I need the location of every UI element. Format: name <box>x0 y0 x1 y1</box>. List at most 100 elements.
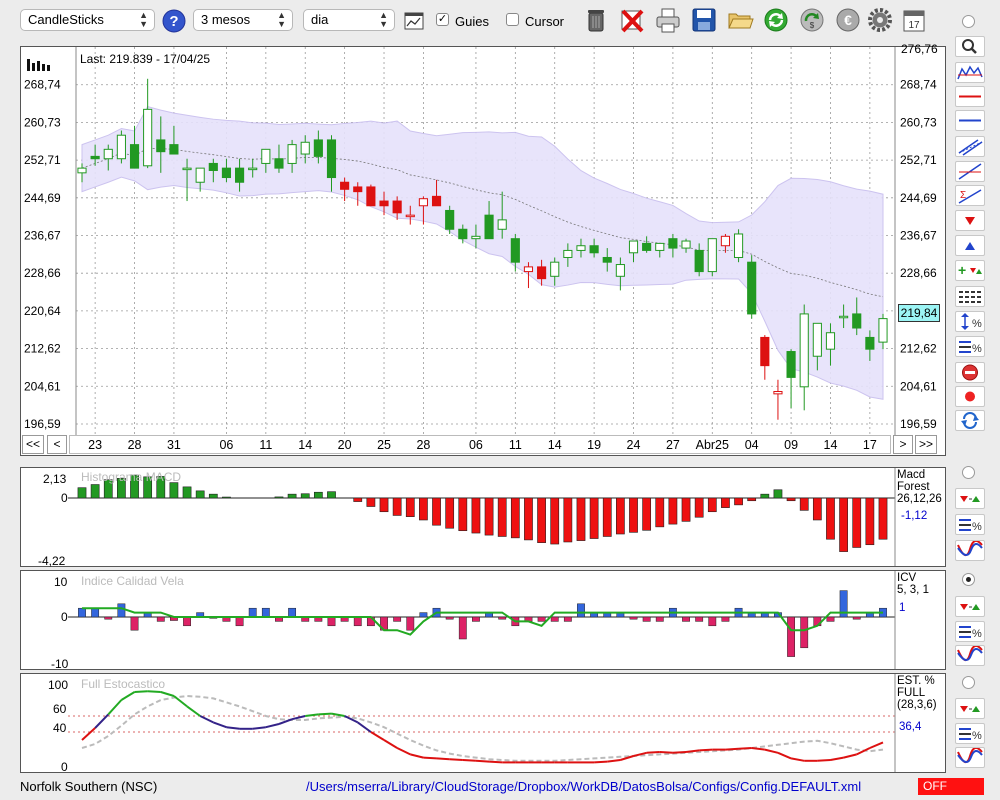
gear-icon[interactable] <box>866 6 894 34</box>
icv-lines-button[interactable]: % <box>955 621 985 642</box>
swap-button[interactable] <box>955 410 985 431</box>
grid-lines-button[interactable] <box>955 286 985 307</box>
stoch-curve-button[interactable] <box>955 746 985 768</box>
stochastic-panel[interactable]: Full Estocastico 100 60 40 0 EST. % FULL… <box>20 673 946 774</box>
icv-bar <box>563 616 572 622</box>
icv-bar <box>458 616 467 640</box>
icv-curve-button[interactable] <box>955 644 985 666</box>
chevron-updown-icon: ▲ ▼ <box>379 10 388 29</box>
candle-body <box>300 141 310 155</box>
chart-type-select[interactable]: CandleSticks ▲ ▼ <box>20 9 155 31</box>
delete-chart-icon[interactable] <box>618 6 646 34</box>
macd-lines-button[interactable]: % <box>955 514 985 535</box>
chart-window-icon[interactable] <box>404 12 424 30</box>
icv-zero-label: 0 <box>61 610 68 624</box>
indicator-overlay-button[interactable] <box>955 62 985 83</box>
candle-body <box>681 240 691 249</box>
arrow-down-button[interactable] <box>955 210 985 231</box>
icv-bar <box>248 607 257 618</box>
icv-move-button[interactable] <box>955 596 985 617</box>
scale-percent-icon: % <box>961 313 982 330</box>
candle-body <box>799 313 809 388</box>
stoch-k-segment <box>462 759 476 762</box>
candle-body <box>221 167 232 179</box>
fibonacci-button[interactable]: Σ <box>955 185 985 206</box>
open-folder-icon[interactable] <box>726 6 754 34</box>
y-tick-label-left: 204,61 <box>24 379 61 393</box>
x-tick-label: 06 <box>219 438 233 452</box>
candle-body <box>720 235 730 247</box>
scroll-first-button[interactable]: << <box>22 435 44 454</box>
x-tick-label: 25 <box>377 438 391 452</box>
y-tick-label-right: 196,59 <box>900 417 937 431</box>
icv-bar <box>577 603 585 618</box>
calendar-icon[interactable]: 17 <box>900 6 928 34</box>
scroll-prev-button[interactable]: < <box>47 435 67 454</box>
candle-body <box>642 242 652 251</box>
candle-body <box>129 144 140 169</box>
curve-icon <box>957 746 983 763</box>
trendline-button[interactable] <box>955 161 985 182</box>
refresh-icon[interactable] <box>762 6 790 34</box>
main-panel-radio[interactable] <box>962 15 975 28</box>
sync-icon[interactable]: $ <box>798 6 826 34</box>
stoch-panel-radio[interactable] <box>962 676 975 689</box>
arrow-up-button[interactable] <box>955 235 985 256</box>
record-button[interactable] <box>955 386 985 407</box>
candle-body <box>707 238 717 273</box>
stoch-0-label: 0 <box>61 760 68 774</box>
zoom-button[interactable] <box>955 36 985 57</box>
scroll-next-button[interactable]: > <box>893 435 913 454</box>
price-tag-value: 219,84 <box>900 306 938 320</box>
x-tick-label: 28 <box>416 438 430 452</box>
lines-percent-icon: % <box>959 626 982 640</box>
grid-lines-icon <box>959 291 981 303</box>
macd-bar <box>839 497 848 552</box>
macd-bar <box>484 497 494 536</box>
scale-percent-button[interactable]: % <box>955 311 985 332</box>
channel-button[interactable] <box>955 136 985 157</box>
macd-move-button[interactable] <box>955 488 985 509</box>
icv-panel[interactable]: Indice Calidad Vela 10 0 -10 ICV 5, 3, 1… <box>20 570 946 671</box>
help-icon[interactable]: ? <box>162 9 186 33</box>
interval-select[interactable]: dia ▲ ▼ <box>303 9 395 31</box>
stoch-lines-button[interactable]: % <box>955 723 985 744</box>
stop-button[interactable] <box>955 362 985 383</box>
icv-chart <box>68 571 896 669</box>
config-path-link[interactable]: /Users/mserra/Library/CloudStorage/Dropb… <box>306 779 862 794</box>
lines-percent-button[interactable]: % <box>955 336 985 357</box>
stoch-k-segment <box>173 695 188 708</box>
icv-bar <box>695 616 704 622</box>
macd-panel-radio[interactable] <box>962 466 975 479</box>
print-icon[interactable] <box>654 6 682 34</box>
horizontal-line-blue-button[interactable] <box>955 110 985 131</box>
price-panel[interactable]: 268,74 268,74 260,73 260,73 252,71 252,71 244,… <box>20 42 946 456</box>
bollinger-band <box>81 106 884 400</box>
stoch-move-button[interactable] <box>955 698 985 719</box>
period-select[interactable]: 3 mesos ▲ ▼ <box>193 9 293 31</box>
horizontal-line-red-button[interactable] <box>955 86 985 107</box>
candle-body <box>602 256 612 263</box>
guides-checkbox[interactable]: ✓ <box>436 13 449 26</box>
add-indicator-button[interactable]: + <box>955 260 985 281</box>
euro-icon[interactable]: € <box>834 6 862 34</box>
candle-body <box>366 186 376 207</box>
cursor-checkbox[interactable] <box>506 13 519 26</box>
red-line-icon <box>959 95 981 98</box>
stoch-k-segment <box>120 691 136 701</box>
macd-curve-button[interactable] <box>955 539 985 561</box>
candlestick-chart[interactable]: 268,74 268,74 260,73 260,73 252,71 252,71 244,… <box>21 47 945 455</box>
save-icon[interactable] <box>690 6 718 34</box>
macd-bar <box>445 497 455 529</box>
icv-panel-radio[interactable] <box>962 573 975 586</box>
scroll-last-button[interactable]: >> <box>915 435 937 454</box>
x-tick-label: 14 <box>298 438 312 452</box>
candle-body <box>248 167 258 171</box>
macd-panel[interactable]: Histograma MACD 2,13 0 -4,22 Macd Forest… <box>20 467 946 568</box>
icv-params: 5, 3, 1 <box>897 584 929 596</box>
candle-body <box>523 266 534 273</box>
trash-icon[interactable] <box>582 6 610 34</box>
move-arrows-icon <box>960 496 980 502</box>
stoch-label-2: FULL <box>897 687 926 699</box>
macd-bar <box>497 497 507 537</box>
